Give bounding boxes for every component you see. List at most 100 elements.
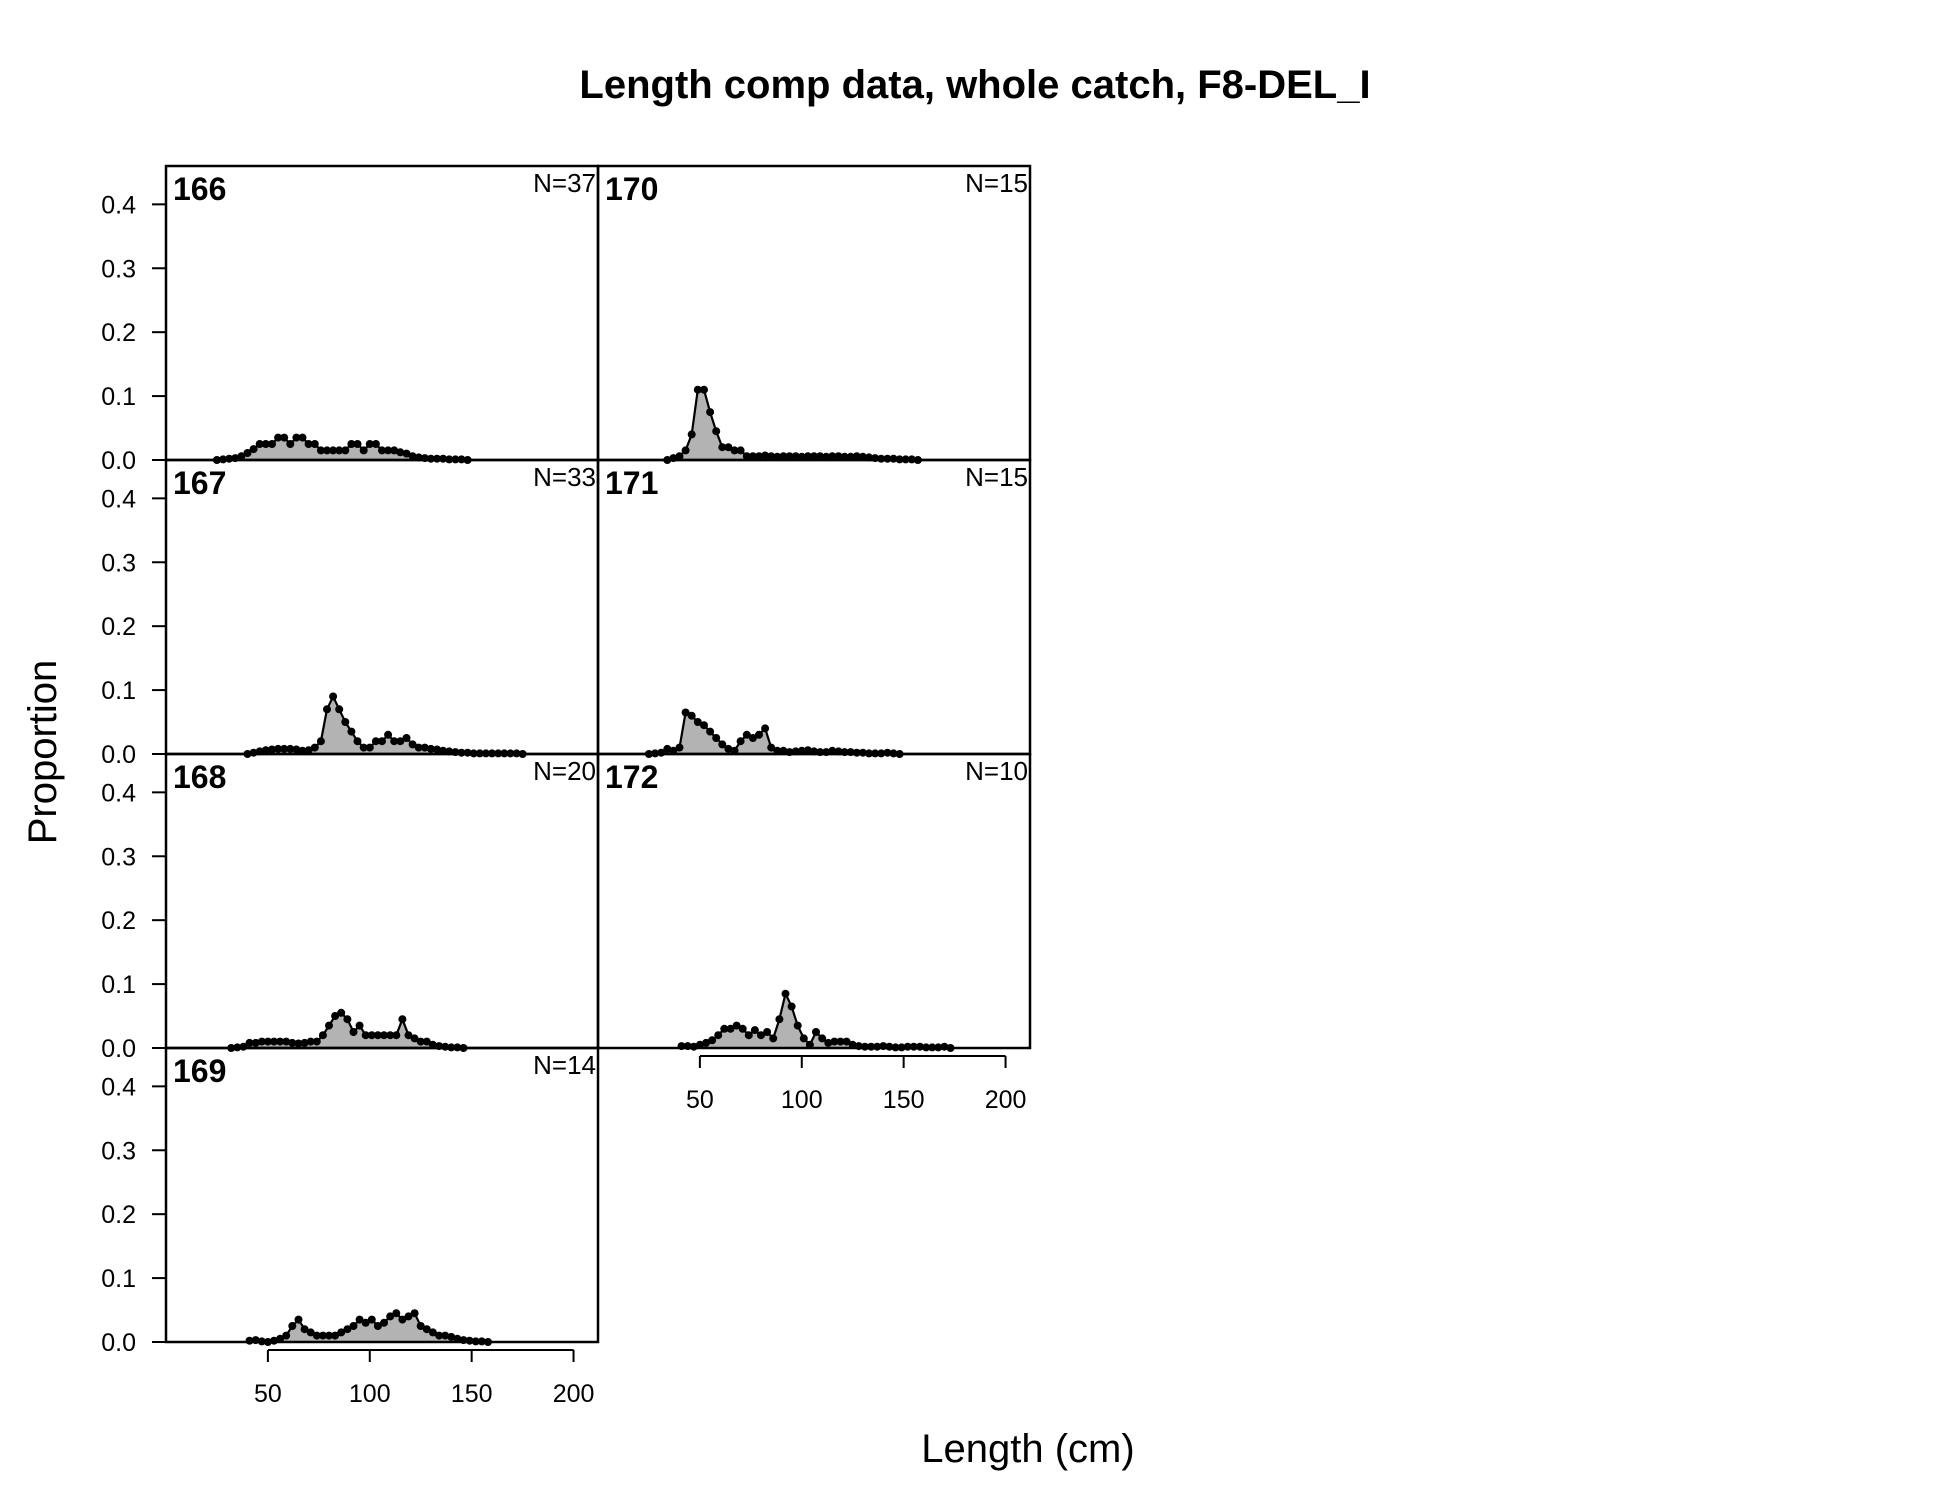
y-tick-label: 0.0	[101, 1035, 136, 1063]
data-point	[292, 745, 301, 754]
data-point	[365, 743, 374, 752]
data-point	[298, 433, 307, 442]
y-tick-label: 0.3	[101, 1137, 136, 1165]
data-point	[779, 452, 788, 461]
panel-171: 171 N=15	[596, 458, 1032, 758]
data-point	[675, 452, 684, 461]
data-point	[750, 1026, 759, 1035]
data-point	[304, 440, 313, 448]
data-point	[433, 745, 441, 754]
data-point	[304, 746, 313, 755]
data-point	[422, 1325, 431, 1334]
data-point	[736, 446, 745, 455]
data-point	[325, 1331, 333, 1340]
data-point	[294, 1039, 303, 1048]
x-axis-label: Length (cm)	[921, 1427, 1134, 1471]
data-point	[243, 449, 252, 457]
data-point	[396, 448, 405, 457]
panel-label: 171	[605, 465, 658, 501]
y-tick-label: 0.3	[101, 549, 136, 577]
y-tick-label: 0.1	[101, 971, 136, 999]
data-point	[288, 1322, 297, 1330]
data-point	[286, 440, 295, 448]
data-point	[318, 1031, 327, 1040]
data-point	[347, 727, 356, 736]
data-point	[720, 1024, 729, 1033]
data-point	[775, 1015, 784, 1024]
y-tick-label: 0.1	[101, 383, 136, 411]
data-point	[237, 452, 246, 461]
data-point	[367, 1315, 376, 1324]
data-point	[799, 1034, 808, 1043]
panel-label: 172	[605, 759, 658, 795]
data-point	[714, 1031, 723, 1040]
data-point	[748, 734, 757, 742]
data-point	[282, 1037, 291, 1046]
data-point	[410, 1309, 419, 1318]
data-point	[335, 446, 344, 455]
data-point	[341, 446, 350, 455]
x-tick-label: 200	[553, 1380, 595, 1408]
data-point	[270, 1037, 278, 1046]
y-tick-label: 0.1	[101, 677, 136, 705]
data-point	[390, 737, 399, 746]
chart-title: Length comp data, whole catch, F8-DEL_I	[579, 63, 1370, 107]
data-point	[416, 1037, 425, 1046]
data-point	[343, 1325, 352, 1334]
data-point	[245, 1038, 254, 1047]
data-point	[812, 1028, 820, 1036]
data-point	[681, 446, 690, 455]
data-point	[261, 746, 270, 755]
data-point	[693, 718, 702, 726]
panel-label: 168	[173, 759, 226, 795]
data-point	[420, 743, 429, 752]
data-point	[312, 1037, 321, 1046]
data-point	[724, 443, 733, 452]
data-point	[318, 1331, 327, 1340]
data-point	[288, 1038, 297, 1047]
sample-size-label: N=37	[533, 168, 596, 198]
data-point	[791, 452, 800, 461]
data-point	[371, 440, 380, 448]
data-point	[787, 1002, 796, 1011]
data-point	[663, 744, 672, 753]
data-point	[742, 730, 751, 739]
data-point	[335, 705, 344, 714]
data-point	[818, 1034, 827, 1043]
panel-169: 169 N=14 0.0 0.1 0.2 0.3 0.4 50 100 150 200	[101, 1046, 600, 1408]
x-tick-label: 50	[254, 1380, 282, 1408]
data-point	[361, 1031, 370, 1040]
panel-label: 166	[173, 171, 226, 207]
data-point	[428, 1328, 437, 1337]
data-point	[730, 446, 739, 455]
data-point	[736, 737, 745, 746]
data-point	[761, 724, 770, 733]
y-tick-label: 0.3	[101, 255, 136, 283]
x-tick-label: 200	[985, 1086, 1027, 1114]
data-point	[708, 1036, 717, 1045]
data-point	[404, 1031, 413, 1040]
data-point	[353, 440, 362, 448]
data-point	[316, 737, 325, 746]
data-point	[286, 744, 295, 753]
data-point	[712, 427, 721, 436]
data-point	[337, 1328, 346, 1337]
data-point	[282, 1331, 291, 1340]
data-point	[310, 440, 319, 448]
sample-size-label: N=10	[965, 756, 1028, 786]
data-point	[349, 1028, 358, 1036]
data-point	[693, 385, 702, 394]
data-point	[724, 744, 733, 753]
data-point	[257, 1037, 266, 1046]
panel-label: 169	[173, 1053, 226, 1089]
data-point	[331, 1331, 340, 1340]
x-tick-label: 150	[883, 1086, 925, 1114]
data-point	[755, 730, 763, 739]
data-point	[274, 433, 283, 442]
data-point	[712, 734, 721, 742]
data-point	[402, 449, 411, 458]
data-point	[816, 452, 825, 461]
data-point	[748, 452, 757, 461]
data-point	[803, 452, 812, 461]
